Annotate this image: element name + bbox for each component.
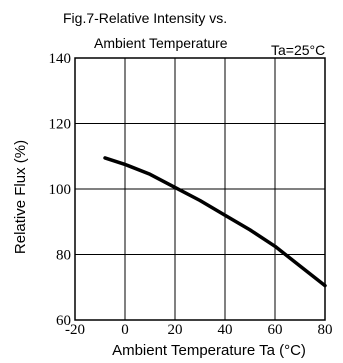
y-tick-label: 80 [56,248,71,264]
x-axis-label: Ambient Temperature Ta (°C) [112,342,306,359]
chart-title-line2: Ambient Temperature [94,35,228,51]
y-tick-label: 60 [56,313,71,329]
x-tick-label: 20 [168,322,183,338]
x-tick-label: 80 [318,322,333,338]
y-tick-label: 100 [49,182,72,198]
series-line [103,156,327,288]
plot-frame [74,57,326,321]
y-axis-label: Relative Flux (%) [12,140,29,254]
x-tick-label: 40 [218,322,233,338]
y-tick-label: 140 [49,51,72,67]
x-tick-labels: -20 0 20 40 60 80 [65,322,333,338]
y-tick-label: 120 [49,117,72,133]
y-tick-labels: 60 80 100 120 140 [49,51,72,329]
x-tick-label: 0 [121,322,129,338]
chart-title-line1: Fig.7-Relative Intensity vs. [63,10,227,26]
chart-condition: Ta=25°C [271,42,325,58]
x-tick-label: -20 [65,322,85,338]
x-tick-label: 60 [268,322,283,338]
grid [75,58,325,320]
